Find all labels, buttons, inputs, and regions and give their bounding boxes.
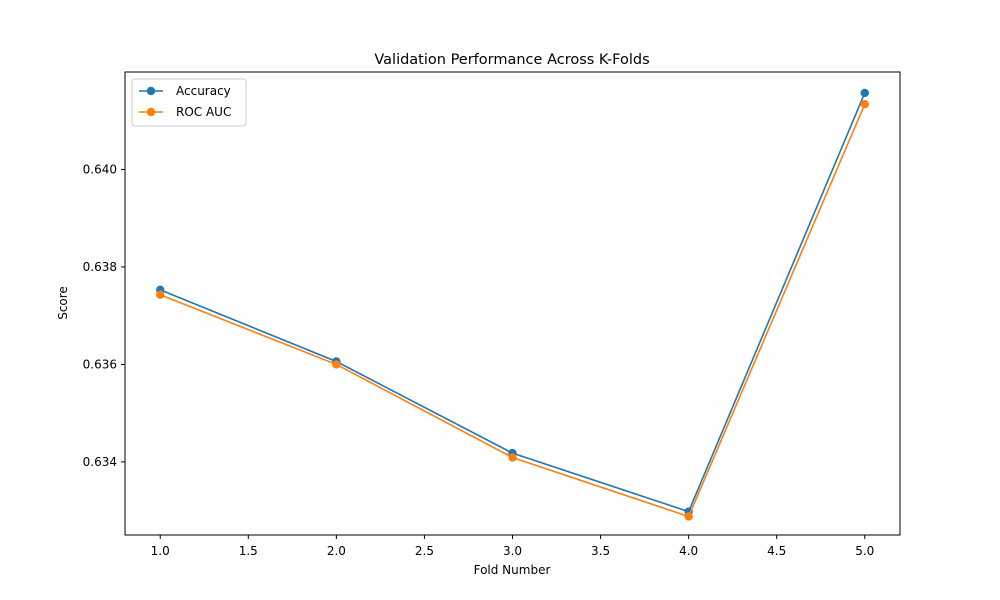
y-axis-label: Score (56, 286, 70, 320)
legend-marker-roc-auc (146, 107, 156, 117)
chart-title: Validation Performance Across K-Folds (374, 52, 649, 68)
data-point-accuracy (860, 88, 869, 98)
data-point-roc-auc (860, 99, 869, 109)
y-tick-label: 0.636 (83, 357, 117, 371)
x-tick-label: 2.5 (415, 544, 434, 558)
x-tick-label: 4.0 (679, 544, 698, 558)
x-axis: 1.0 1.5 2.0 2.5 3.0 3.5 4.0 4.5 5.0 (151, 535, 874, 558)
x-axis-label: Fold Number (474, 563, 551, 577)
legend: Accuracy ROC AUC (131, 78, 247, 127)
x-tick-label: 3.0 (503, 544, 522, 558)
y-tick-label: 0.638 (83, 260, 117, 274)
x-tick-label: 1.0 (151, 544, 170, 558)
y-tick-label: 0.640 (83, 162, 117, 176)
data-point-roc-auc (508, 453, 517, 462)
legend-marker-accuracy (146, 86, 156, 96)
y-axis: 0.634 0.636 0.638 0.640 (83, 162, 125, 469)
x-tick-label: 3.5 (591, 544, 610, 558)
x-tick-label: 4.5 (767, 544, 786, 558)
series-layer (156, 88, 869, 521)
data-point-roc-auc (332, 360, 341, 369)
legend-label-roc-auc: ROC AUC (176, 105, 231, 119)
data-point-roc-auc (684, 512, 693, 521)
x-tick-label: 2.0 (327, 544, 346, 558)
data-point-roc-auc (156, 290, 165, 299)
y-tick-label: 0.634 (83, 455, 117, 469)
legend-label-accuracy: Accuracy (176, 84, 231, 98)
x-tick-label: 5.0 (855, 544, 874, 558)
x-tick-label: 1.5 (239, 544, 258, 558)
